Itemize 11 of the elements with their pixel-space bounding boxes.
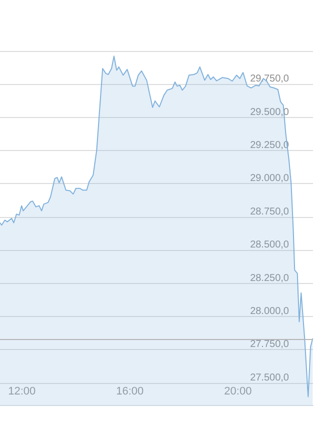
y-tick-label: 28.500,0 bbox=[250, 240, 290, 251]
x-tick-label: 20:00 bbox=[224, 386, 252, 398]
y-tick-label: 29.750,0 bbox=[250, 74, 290, 85]
y-tick-label: 27.500,0 bbox=[250, 372, 290, 384]
x-tick-label: 12:00 bbox=[8, 386, 36, 398]
x-tick-label: 16:00 bbox=[116, 386, 144, 398]
y-tick-label: 29.000,0 bbox=[250, 173, 290, 184]
y-tick-label: 28.000,0 bbox=[250, 306, 290, 317]
y-tick-label: 28.750,0 bbox=[250, 206, 290, 218]
y-tick-label: 28.250,0 bbox=[250, 272, 290, 284]
y-tick-label: 27.750,0 bbox=[250, 339, 290, 350]
